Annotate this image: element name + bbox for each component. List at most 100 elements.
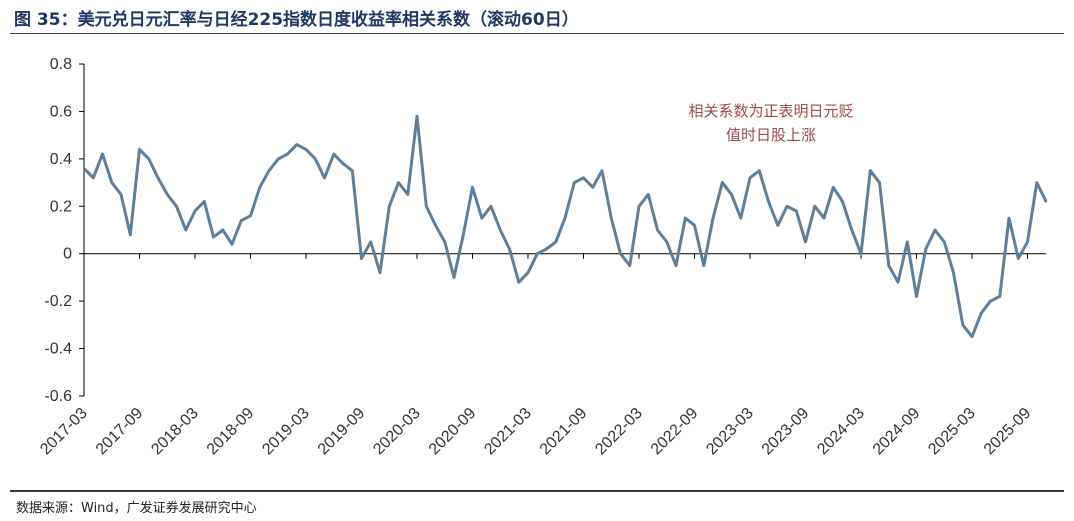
data-point xyxy=(526,271,530,274)
source-rule xyxy=(10,490,1064,492)
data-point xyxy=(434,224,437,227)
y-tick-label: 0.6 xyxy=(50,103,72,120)
y-tick-label: 0.2 xyxy=(50,198,72,215)
data-point xyxy=(859,252,863,255)
data-point xyxy=(499,228,502,232)
data-point xyxy=(785,205,789,208)
data-point xyxy=(351,169,354,172)
data-point xyxy=(277,157,280,161)
data-point xyxy=(970,335,974,338)
data-point xyxy=(230,243,234,246)
data-point xyxy=(600,169,604,172)
title-rule xyxy=(10,33,1064,34)
data-point xyxy=(841,200,844,203)
x-tick-label: 2021-09 xyxy=(537,405,591,459)
data-point xyxy=(480,216,483,220)
data-point xyxy=(961,323,964,327)
data-point xyxy=(397,181,400,184)
y-tick-label: -0.2 xyxy=(44,293,72,310)
x-tick-label: 2020-09 xyxy=(426,405,480,459)
x-tick-label: 2025-03 xyxy=(925,405,979,459)
data-point xyxy=(980,311,983,315)
data-point xyxy=(388,205,391,208)
data-point xyxy=(425,205,428,208)
data-point xyxy=(332,152,335,156)
data-point xyxy=(267,169,271,172)
series-line xyxy=(82,114,1048,339)
data-point xyxy=(748,176,752,180)
y-tick-label: -0.4 xyxy=(44,341,72,358)
data-point xyxy=(258,186,261,189)
data-point xyxy=(82,167,86,170)
data-point xyxy=(637,205,641,208)
data-point xyxy=(869,169,872,172)
data-point xyxy=(304,148,308,151)
data-point xyxy=(767,200,770,203)
x-tick-label: 2017-09 xyxy=(93,405,147,459)
x-tick-label: 2019-09 xyxy=(315,405,369,459)
annotation-line: 相关系数为正表明日元贬 xyxy=(688,102,853,120)
data-point xyxy=(341,162,345,165)
data-point xyxy=(693,224,696,227)
data-point xyxy=(249,214,252,217)
data-point xyxy=(647,193,650,196)
data-point xyxy=(517,280,520,284)
x-tick-label: 2021-03 xyxy=(481,405,535,459)
data-point xyxy=(545,247,548,251)
data-point xyxy=(462,233,465,236)
x-tick-label: 2024-03 xyxy=(814,405,868,459)
data-point xyxy=(175,205,178,208)
data-point xyxy=(813,205,816,208)
data-point xyxy=(1017,257,1020,260)
data-point xyxy=(739,216,742,220)
data-point xyxy=(758,169,761,172)
x-tick-label: 2018-09 xyxy=(204,405,258,459)
data-point xyxy=(850,228,853,232)
data-point xyxy=(702,264,705,267)
data-point xyxy=(619,252,622,255)
data-point xyxy=(1026,240,1029,244)
source-note: 数据来源：Wind，广发证券发展研究中心 xyxy=(16,501,257,516)
data-point xyxy=(943,240,946,244)
data-point xyxy=(656,228,659,232)
x-tick-label: 2020-03 xyxy=(370,405,424,459)
x-tick-label: 2018-03 xyxy=(148,405,202,459)
data-point xyxy=(832,186,835,189)
x-tick-label: 2025-09 xyxy=(981,405,1035,459)
data-point xyxy=(591,186,594,189)
data-point xyxy=(674,264,678,267)
data-point xyxy=(110,181,113,184)
y-tick-label: 0.8 xyxy=(50,56,72,73)
data-point xyxy=(415,114,419,118)
x-tick-label: 2017-03 xyxy=(37,405,91,459)
data-point xyxy=(92,176,95,180)
data-point xyxy=(193,209,197,213)
data-point xyxy=(240,219,243,222)
data-point xyxy=(573,181,576,184)
x-axis: 2017-03 2017-09 2018-03 2018-09 2019-03 2019-… xyxy=(37,253,1046,459)
data-point xyxy=(138,148,141,151)
series-layer xyxy=(82,114,1048,339)
data-point xyxy=(156,176,160,180)
chart-title: 图 35：美元兑日元汇率与日经225指数日度收益率相关系数（滚动60日） xyxy=(14,10,579,30)
data-point xyxy=(295,143,298,146)
data-point xyxy=(489,205,493,208)
data-point xyxy=(795,209,798,213)
data-point xyxy=(684,216,687,220)
data-point xyxy=(998,295,1001,298)
data-point xyxy=(776,224,779,227)
data-point xyxy=(878,181,881,184)
data-point xyxy=(203,200,206,203)
data-point xyxy=(1007,216,1011,220)
data-point xyxy=(508,247,511,251)
data-point xyxy=(212,235,215,239)
data-point xyxy=(221,228,224,232)
data-point xyxy=(915,295,918,298)
data-point xyxy=(563,216,567,220)
data-point xyxy=(665,240,668,244)
data-point xyxy=(443,240,446,244)
y-tick-label: -0.6 xyxy=(44,388,72,405)
data-point xyxy=(369,240,372,244)
data-point xyxy=(1035,181,1038,184)
